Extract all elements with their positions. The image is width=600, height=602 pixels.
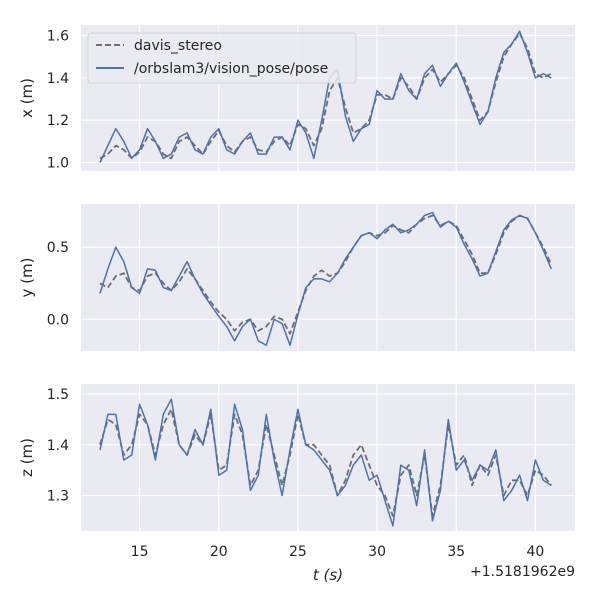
y-tick-label: 0.5 — [47, 240, 69, 256]
y-tick-label: 1.4 — [47, 71, 69, 87]
legend: davis_stereo /orbslam3/vision_pose/pose — [87, 32, 357, 84]
x-tick-label: 15 — [131, 544, 149, 560]
x-axis-offset-label: +1.5181962e9 — [470, 564, 575, 580]
y-tick-label: 1.0 — [47, 156, 69, 172]
series-line-orbslam3-pose — [99, 30, 552, 163]
x-tick-label: 40 — [527, 544, 545, 560]
y-axis-label: x (m) — [18, 78, 36, 118]
subplots: 1.0 1.2 1.4 1.6 x (m) 0.0 0.5 y (m) 1.3 1.4 1.5 z (… — [18, 25, 575, 531]
shared-x-axis: 15 20 25 30 35 40 — [131, 544, 545, 560]
series-line-davis-stereo — [99, 408, 553, 517]
subplot-2: 0.0 0.5 y (m) — [18, 204, 575, 351]
x-tick-label: 25 — [289, 544, 307, 560]
y-axis-label: y (m) — [18, 258, 36, 298]
subplot-3: 1.3 1.4 1.5 z (m) — [18, 384, 575, 531]
y-tick-label: 1.4 — [47, 438, 69, 454]
plot-area — [81, 204, 575, 351]
legend-frame — [87, 32, 357, 84]
x-axis-label: t (s) — [313, 566, 343, 584]
x-tick-label: 20 — [210, 544, 228, 560]
series-line-orbslam3-pose — [99, 211, 552, 346]
y-axis-label: z (m) — [18, 438, 36, 477]
x-tick-label: 30 — [368, 544, 386, 560]
y-tick-label: 1.5 — [47, 387, 69, 403]
series-line-davis-stereo — [99, 214, 553, 335]
legend-label-davis-stereo: davis_stereo — [134, 38, 222, 54]
y-tick-label: 1.2 — [47, 113, 69, 129]
x-tick-label: 35 — [447, 544, 465, 560]
y-tick-label: 1.6 — [47, 29, 69, 45]
series-line-orbslam3-pose — [99, 398, 552, 527]
series-line-davis-stereo — [99, 32, 552, 160]
y-tick-label: 0.0 — [47, 312, 69, 328]
y-tick-label: 1.3 — [47, 489, 69, 505]
legend-label-orbslam3-pose: /orbslam3/vision_pose/pose — [134, 61, 328, 77]
